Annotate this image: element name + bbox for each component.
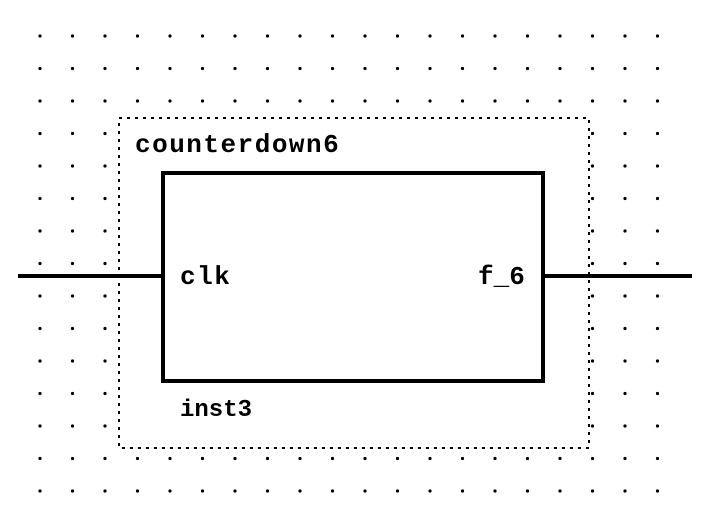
instance-name-label: inst3: [180, 397, 252, 424]
schematic-diagram: counterdown6 clk f_6 inst3: [0, 0, 704, 520]
module-name-label: counterdown6: [135, 130, 340, 160]
output-port-label: f_6: [478, 262, 525, 292]
input-port-label: clk: [180, 262, 231, 292]
